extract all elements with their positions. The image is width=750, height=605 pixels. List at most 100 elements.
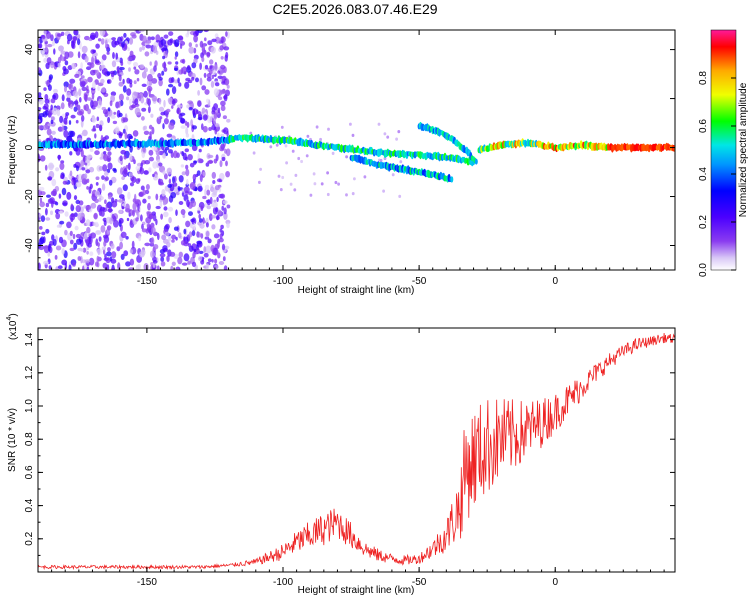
noise-speck (213, 247, 219, 256)
noise-speck (145, 184, 150, 190)
noise-speck (176, 267, 179, 270)
noise-speck (213, 158, 218, 164)
noise-speck (106, 51, 110, 55)
noise-speck (92, 222, 96, 226)
noise-speck (224, 79, 229, 86)
noise-speck (159, 116, 163, 120)
noise-speck (58, 210, 63, 215)
noise-speck (110, 258, 117, 264)
noise-speck (104, 253, 107, 259)
noise-speck (207, 160, 214, 164)
noise-speck (177, 77, 180, 84)
noise-speck (50, 98, 56, 104)
noise-speck (162, 62, 167, 69)
noise-speck (145, 44, 152, 49)
noise-speck (119, 66, 125, 71)
noise-speck (100, 38, 105, 45)
noise-speck (202, 195, 207, 200)
noise-speck (98, 197, 102, 202)
noise-speck (160, 261, 166, 267)
noise-speck (143, 170, 149, 175)
noise-speck (168, 217, 172, 224)
noise-speck (50, 60, 55, 69)
noise-speck (205, 222, 209, 228)
snr-series-line (38, 333, 675, 571)
noise-speck (69, 78, 76, 84)
noise-speck (186, 121, 190, 128)
noise-speck (166, 88, 170, 96)
colorbar-gradient (710, 29, 737, 271)
noise-speck (185, 133, 190, 138)
noise-speck (50, 34, 54, 42)
noise-speck (204, 89, 210, 95)
noise-speck (143, 130, 150, 135)
chart-title: C2E5.2026.083.07.46.E29 (272, 1, 437, 17)
noise-speck (152, 260, 158, 264)
noise-speck (158, 77, 163, 81)
top-y-tick-label: 40 (24, 44, 35, 56)
noise-speck (48, 162, 54, 171)
noise-speck (201, 107, 206, 115)
noise-speck (129, 50, 134, 56)
noise-speck (201, 123, 204, 131)
noise-speck (293, 188, 297, 192)
noise-speck (315, 125, 319, 129)
noise-speck (178, 175, 184, 183)
noise-speck (219, 193, 226, 199)
noise-speck (95, 59, 100, 64)
top-x-tick-label: -150 (137, 276, 157, 287)
noise-speck (57, 62, 61, 68)
noise-speck (50, 119, 54, 125)
noise-speck (163, 99, 166, 108)
noise-speck (204, 236, 210, 240)
noise-speck (111, 40, 117, 48)
noise-speck (184, 148, 189, 153)
noise-speck (78, 88, 82, 97)
noise-speck (203, 252, 209, 258)
noise-speck (202, 171, 206, 177)
noise-speck (187, 154, 193, 161)
noise-speck (73, 195, 78, 201)
noise-speck (107, 79, 110, 84)
noise-speck (197, 100, 202, 107)
noise-speck (168, 149, 173, 154)
noise-speck (96, 255, 100, 263)
snr-panel: -150 -100 -50 0 0.2 0.4 0.6 0.8 1.0 1.2 1.4 Heigh… (6, 313, 676, 596)
noise-speck (186, 199, 190, 208)
noise-speck (221, 243, 226, 251)
noise-speck (104, 199, 107, 204)
noise-speck (129, 219, 133, 226)
noise-speck (73, 163, 77, 168)
noise-speck (86, 186, 89, 190)
noise-speck (345, 193, 348, 197)
noise-speck (221, 156, 226, 162)
noise-speck (188, 42, 192, 48)
noise-speck (151, 126, 155, 135)
noise-speck (91, 128, 97, 132)
noise-speck (90, 202, 97, 209)
noise-speck (52, 94, 56, 100)
noise-speck (113, 219, 119, 228)
noise-speck (331, 151, 335, 155)
noise-speck (114, 199, 118, 203)
noise-speck (72, 90, 79, 97)
noise-speck (133, 66, 137, 70)
noise-speck (178, 251, 183, 258)
noise-speck (62, 180, 68, 185)
noise-speck (165, 223, 170, 230)
noise-speck (133, 159, 136, 165)
noise-speck (86, 97, 93, 101)
noise-speck (38, 125, 43, 130)
noise-speck (294, 173, 298, 177)
noise-speck (214, 258, 218, 264)
noise-speck (220, 105, 226, 112)
noise-speck (88, 166, 95, 173)
noise-speck (168, 77, 174, 84)
noise-speck (219, 172, 225, 181)
noise-speck (166, 133, 173, 138)
noise-speck (122, 85, 127, 93)
noise-speck (202, 125, 208, 133)
noise-speck (58, 193, 62, 199)
noise-speck (196, 249, 200, 254)
noise-speck (51, 130, 56, 135)
